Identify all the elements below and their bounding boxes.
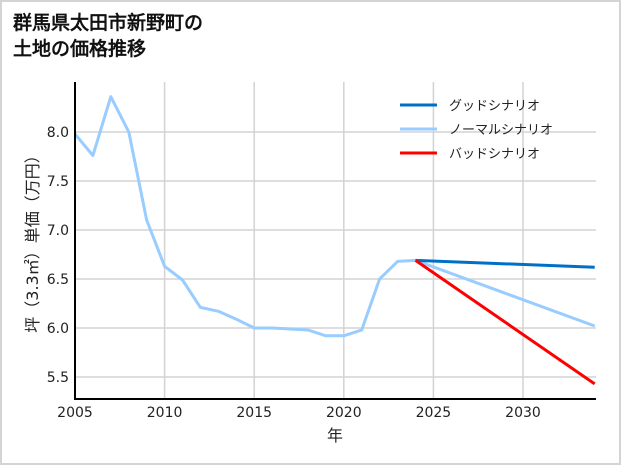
title-line-2: 土地の価格推移 [13, 38, 147, 60]
data-series [73, 95, 596, 386]
axes [74, 82, 596, 400]
x-tick-label: 2015 [236, 405, 272, 421]
x-tick-label: 2020 [326, 405, 362, 421]
y-tick-label: 6.5 [47, 272, 69, 288]
legend-label: バッドシナリオ [449, 147, 540, 162]
x-tick-label: 2005 [57, 405, 93, 421]
x-tick-label: 2030 [505, 405, 541, 421]
title-line-1: 群馬県太田市新野町の [13, 12, 204, 34]
y-tick-label: 6.0 [47, 321, 69, 337]
series-line [415, 258, 595, 269]
legend-label: ノーマルシナリオ [449, 123, 553, 138]
y-tick-label: 8.0 [47, 125, 69, 141]
x-tick-label: 2025 [416, 405, 452, 421]
x-tick-label: 2010 [147, 405, 183, 421]
tick-labels: 5.5 6.0 6.5 7.0 7.5 8.0 2005 2010 2015 2020 2025 20… [47, 125, 541, 421]
y-axis-label: 坪（3.3㎡）単価（万円） [23, 147, 42, 332]
legend-label: グッドシナリオ [449, 99, 540, 114]
series-line [73, 95, 596, 338]
series-line [414, 259, 596, 386]
y-tick-label: 5.5 [47, 370, 69, 386]
x-axis-label: 年 [327, 426, 343, 445]
y-tick-label: 7.5 [47, 174, 69, 190]
chart-title: 群馬県太田市新野町の 土地の価格推移 [13, 10, 203, 62]
y-tick-label: 7.0 [47, 223, 69, 239]
